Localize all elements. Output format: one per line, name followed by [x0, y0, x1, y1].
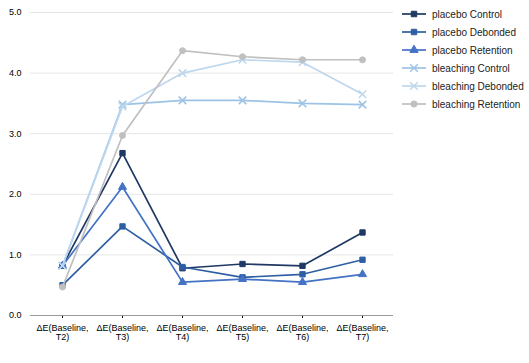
svg-text:3.0: 3.0 — [9, 129, 22, 139]
html-text:bleaching Control: bleaching Control — [432, 62, 510, 74]
svg-text:ΔE(Baseline,T6): ΔE(Baseline,T6) — [276, 323, 328, 342]
svg-text:0.0: 0.0 — [9, 310, 22, 320]
html-text:placebo Debonded: placebo Debonded — [432, 26, 516, 38]
svg-text:ΔE(Baseline,T3): ΔE(Baseline,T3) — [96, 323, 148, 342]
svg-text:5.0: 5.0 — [9, 7, 22, 17]
html-text:placebo Control: placebo Control — [432, 8, 502, 20]
svg-text:ΔE(Baseline,T7): ΔE(Baseline,T7) — [336, 323, 388, 342]
svg-text:ΔE(Baseline,T5): ΔE(Baseline,T5) — [216, 323, 268, 342]
html-text:bleaching Debonded: bleaching Debonded — [432, 80, 524, 92]
svg-text:1.0: 1.0 — [9, 250, 22, 260]
svg-text:ΔE(Baseline,T2): ΔE(Baseline,T2) — [36, 323, 88, 342]
html-text:bleaching Retention: bleaching Retention — [432, 98, 521, 110]
svg-text:2.0: 2.0 — [9, 189, 22, 199]
svg-text:ΔE(Baseline,T4): ΔE(Baseline,T4) — [156, 323, 208, 342]
html-text:placebo Retention: placebo Retention — [432, 44, 513, 56]
svg-text:4.0: 4.0 — [9, 68, 22, 78]
